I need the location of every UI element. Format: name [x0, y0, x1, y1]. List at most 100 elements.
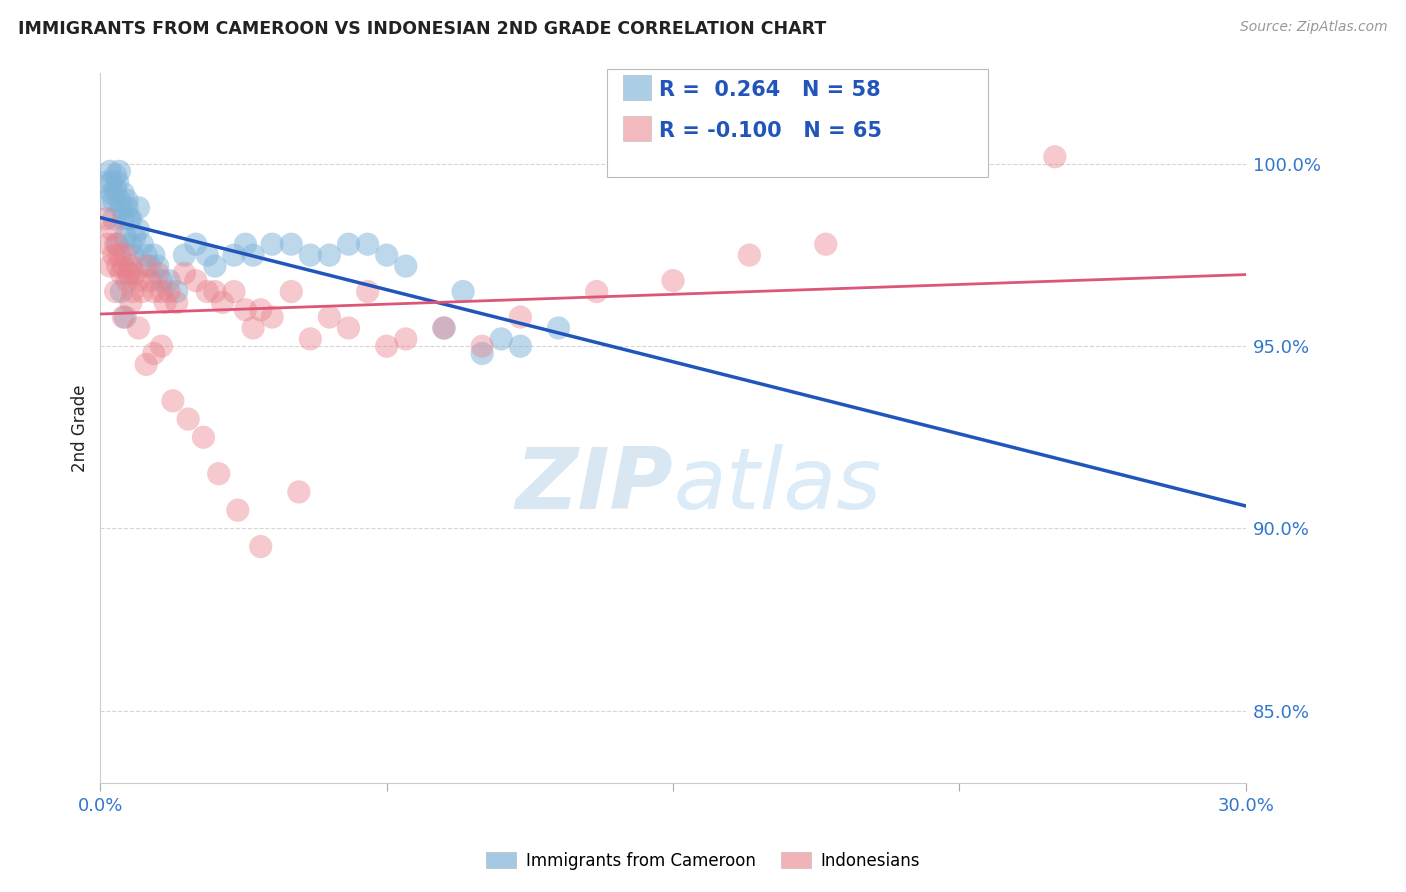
Legend: Immigrants from Cameroon, Indonesians: Immigrants from Cameroon, Indonesians: [479, 846, 927, 877]
Point: [121, 285, 143, 299]
Point: [585, 285, 607, 299]
Point: [107, 237, 129, 252]
Point: [280, 237, 302, 252]
Point: [157, 274, 180, 288]
Point: [299, 248, 322, 262]
Point: [280, 285, 302, 299]
Point: [97, 194, 120, 208]
Point: [131, 285, 153, 299]
Point: [97, 237, 120, 252]
Point: [135, 358, 157, 372]
Point: [139, 274, 162, 288]
Point: [288, 484, 311, 499]
Point: [118, 266, 141, 280]
Point: [318, 248, 340, 262]
Point: [142, 248, 165, 262]
Point: [375, 339, 398, 353]
Point: [101, 175, 124, 189]
Point: [395, 332, 418, 346]
Point: [235, 302, 257, 317]
Point: [509, 339, 531, 353]
Point: [103, 248, 125, 262]
Point: [128, 201, 150, 215]
Point: [128, 321, 150, 335]
Point: [173, 266, 195, 280]
Point: [433, 321, 456, 335]
Point: [195, 285, 218, 299]
Point: [150, 339, 173, 353]
Point: [262, 310, 284, 324]
Point: [112, 259, 135, 273]
Point: [120, 295, 142, 310]
Point: [395, 259, 418, 273]
Point: [173, 248, 195, 262]
Point: [547, 321, 569, 335]
Point: [146, 266, 169, 280]
Point: [166, 285, 188, 299]
Point: [135, 248, 157, 262]
Point: [107, 259, 129, 273]
Point: [471, 346, 494, 360]
Point: [226, 503, 249, 517]
Point: [142, 346, 165, 360]
Point: [110, 266, 132, 280]
Text: atlas: atlas: [673, 443, 882, 526]
Point: [150, 285, 173, 299]
Point: [193, 430, 215, 444]
Text: R =  0.264   N = 58: R = 0.264 N = 58: [659, 80, 882, 100]
Point: [491, 332, 513, 346]
Point: [375, 248, 398, 262]
Point: [509, 310, 531, 324]
Point: [177, 412, 200, 426]
Point: [118, 211, 141, 226]
Point: [104, 237, 127, 252]
Point: [211, 295, 233, 310]
Point: [124, 266, 146, 280]
Point: [120, 259, 142, 273]
Point: [103, 211, 125, 226]
Point: [166, 295, 188, 310]
Point: [118, 266, 141, 280]
Point: [142, 285, 165, 299]
Point: [235, 237, 257, 252]
Point: [157, 285, 180, 299]
Point: [738, 248, 761, 262]
Point: [128, 274, 150, 288]
Point: [356, 237, 378, 252]
Point: [115, 274, 138, 288]
Point: [208, 467, 231, 481]
Point: [249, 302, 271, 317]
Point: [98, 259, 121, 273]
Point: [104, 168, 127, 182]
Point: [662, 274, 685, 288]
Text: R = -0.100   N = 65: R = -0.100 N = 65: [659, 121, 883, 141]
Point: [262, 237, 284, 252]
Point: [150, 274, 173, 288]
Point: [337, 321, 360, 335]
Point: [108, 248, 131, 262]
Point: [112, 186, 135, 201]
Point: [108, 164, 131, 178]
Point: [451, 285, 474, 299]
Point: [139, 259, 162, 273]
Point: [108, 194, 131, 208]
Point: [131, 237, 153, 252]
Point: [162, 393, 184, 408]
Point: [249, 540, 271, 554]
Point: [471, 339, 494, 353]
Point: [1043, 150, 1066, 164]
Point: [101, 222, 124, 236]
Point: [104, 183, 127, 197]
Point: [204, 259, 226, 273]
Point: [98, 164, 121, 178]
Point: [121, 248, 143, 262]
Point: [814, 237, 837, 252]
Point: [318, 310, 340, 324]
Point: [337, 237, 360, 252]
Point: [120, 237, 142, 252]
Point: [433, 321, 456, 335]
Point: [114, 310, 136, 324]
Y-axis label: 2nd Grade: 2nd Grade: [72, 384, 89, 472]
Point: [135, 259, 157, 273]
Point: [128, 222, 150, 236]
